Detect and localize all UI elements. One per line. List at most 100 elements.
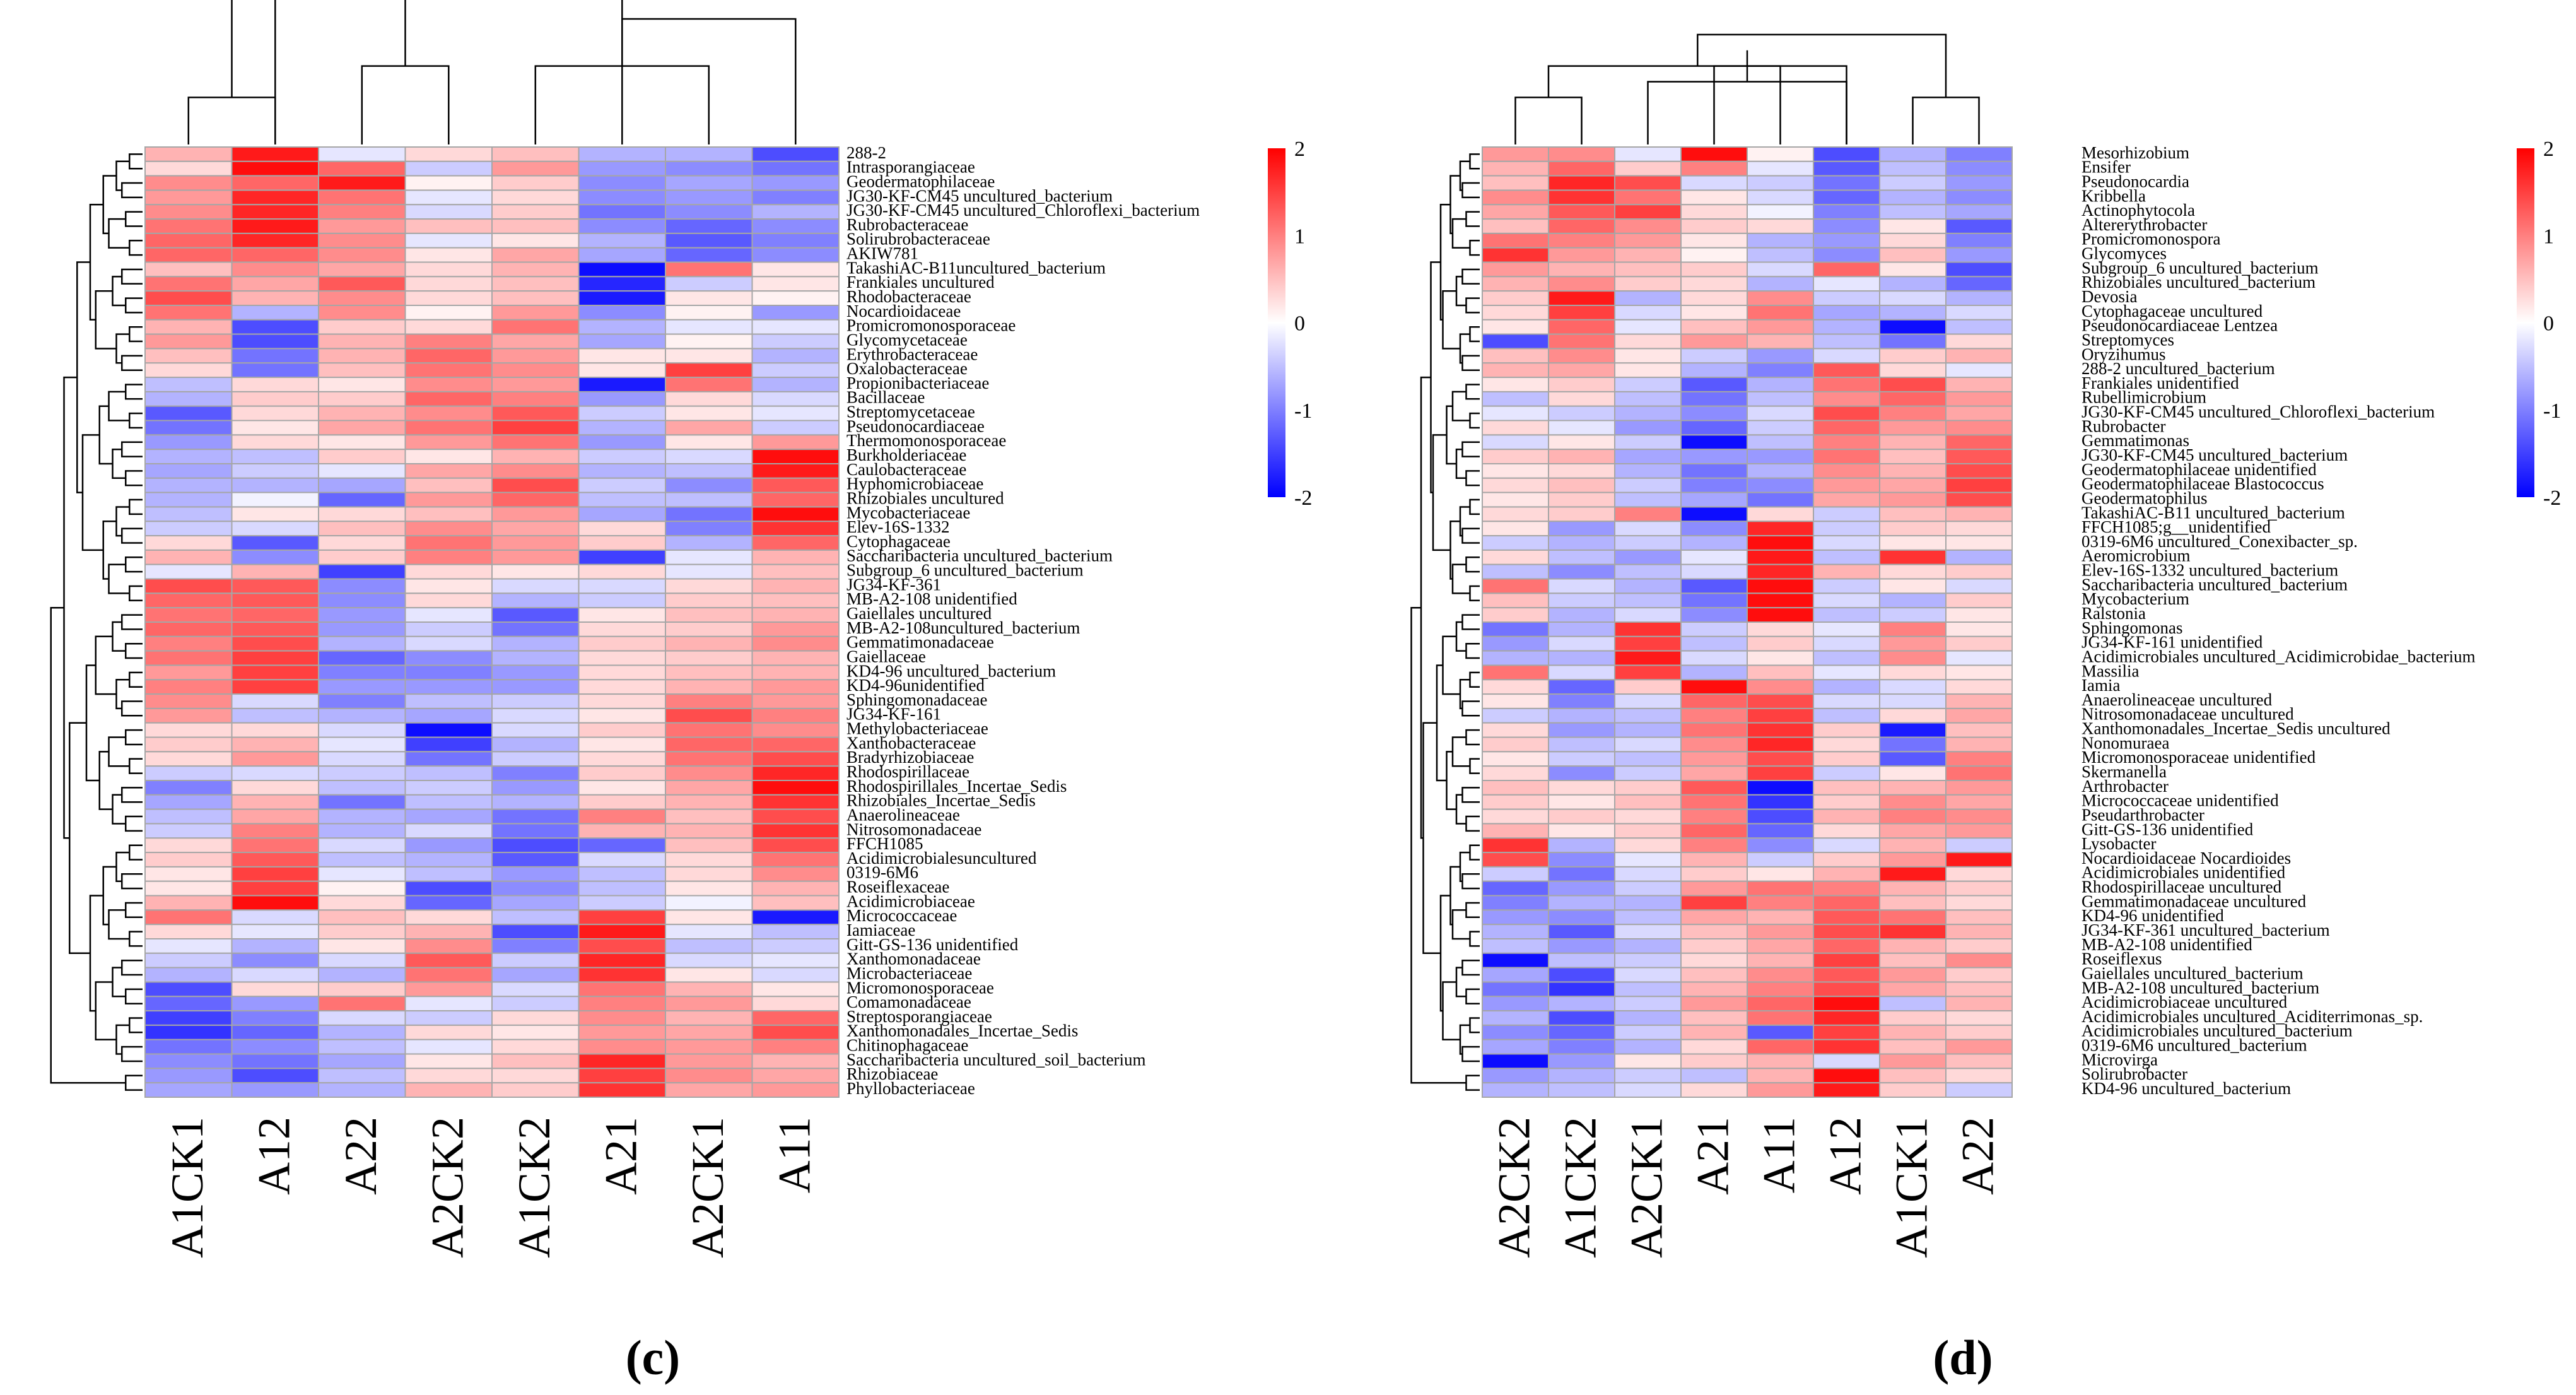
heatmap-cell [1614, 621, 1682, 637]
heatmap-cell [491, 578, 580, 594]
heatmap-cell [1747, 333, 1814, 350]
heatmap-cell [1680, 521, 1748, 537]
row-dendrogram-branch [115, 160, 130, 191]
heatmap-cell [1879, 1010, 1947, 1026]
column-label: A11 [769, 1117, 819, 1193]
row-label: Acidimicrobiaceae [846, 892, 975, 910]
heatmap-cell [1482, 491, 1549, 508]
heatmap-cell [491, 189, 580, 206]
row-dendrogram-branch [129, 1017, 143, 1033]
row-dendrogram-branch [125, 988, 143, 1004]
row-label: Ralstonia [2081, 604, 2146, 623]
heatmap-cell [1614, 635, 1682, 652]
heatmap-cell [1614, 1039, 1682, 1055]
heatmap-cell [491, 521, 580, 537]
heatmap-cell [1813, 880, 1880, 897]
heatmap-cell [1879, 981, 1947, 998]
heatmap-cell [1548, 808, 1615, 825]
heatmap-cell [1614, 895, 1682, 911]
heatmap-cell [404, 319, 493, 335]
row-label: Nitrosomonadaceae [846, 820, 981, 839]
heatmap-cell [491, 592, 580, 609]
row-label: Propionibacteriaceae [846, 374, 989, 392]
heatmap-cell [144, 866, 233, 882]
heatmap-cell [318, 650, 406, 666]
heatmap-cell [491, 967, 580, 983]
heatmap-cell [144, 1039, 233, 1055]
heatmap-cell [404, 247, 493, 263]
heatmap-cell [1680, 707, 1748, 724]
heatmap-cell [665, 736, 753, 753]
heatmap-cell [1813, 491, 1880, 508]
heatmap-cell [1614, 1068, 1682, 1084]
heatmap-cell [1614, 175, 1682, 191]
heatmap-cell [1548, 362, 1615, 379]
heatmap-cell [491, 506, 580, 522]
row-label: Methylobacteriaceae [846, 719, 988, 738]
heatmap-cell [231, 938, 319, 954]
heatmap-cell [665, 521, 753, 537]
heatmap-cell [404, 1082, 493, 1098]
heatmap-cell [1747, 635, 1814, 652]
heatmap-cell [751, 1024, 840, 1040]
heatmap-cell [404, 996, 493, 1012]
heatmap-cell [1813, 377, 1880, 392]
heatmap-cell [491, 1024, 580, 1040]
heatmap-cell [231, 895, 319, 911]
heatmap-cell [578, 866, 666, 882]
heatmap-cell [1813, 146, 1880, 162]
row-label: Cytophagaceae [846, 532, 951, 551]
heatmap-cell [1614, 751, 1682, 767]
heatmap-cell [578, 693, 666, 709]
heatmap-cell [491, 1039, 580, 1055]
heatmap-cell [318, 679, 406, 695]
column-dendrogram-branch [1697, 33, 1947, 98]
heatmap-cell [144, 319, 233, 335]
row-label: Solirubrobacteraceae [846, 230, 990, 249]
heatmap-cell [1548, 924, 1615, 939]
heatmap-cell [1614, 434, 1682, 450]
row-label: Geodermatophilus [2081, 488, 2207, 507]
heatmap-cell [1813, 521, 1880, 537]
heatmap-cell [1548, 175, 1615, 191]
column-dendrogram-branch [1514, 97, 1583, 144]
heatmap-cell [318, 794, 406, 810]
heatmap-cell [665, 247, 753, 263]
row-dendrogram-branch [112, 967, 126, 998]
heatmap-cell [231, 434, 319, 450]
heatmap-cell [491, 693, 580, 709]
heatmap-cell [1548, 405, 1615, 421]
heatmap-cell [491, 305, 580, 321]
heatmap-cell [1813, 261, 1880, 278]
heatmap-cell [1548, 981, 1615, 998]
heatmap-cell [1482, 751, 1549, 767]
row-dendrogram-branch [112, 621, 126, 652]
heatmap-cell [1680, 981, 1748, 998]
heatmap-cell [1614, 938, 1682, 954]
heatmap-cell [1482, 650, 1549, 666]
row-label: Rhizobiales uncultured [846, 488, 1004, 507]
heatmap-cell [1680, 290, 1748, 307]
heatmap-cell [1548, 1024, 1615, 1040]
heatmap-cell [1482, 1024, 1549, 1040]
heatmap-cell [491, 952, 580, 968]
heatmap-cell [404, 621, 493, 637]
heatmap-cell [144, 506, 233, 522]
heatmap-cell [751, 333, 840, 350]
heatmap-cell [1945, 535, 2013, 551]
heatmap-cell [491, 175, 580, 191]
heatmap-cell [1813, 765, 1880, 781]
heatmap-cell [318, 823, 406, 839]
row-dendrogram-branch [121, 959, 143, 976]
heatmap-cell [1482, 218, 1549, 234]
heatmap-cell [578, 794, 666, 810]
row-label: Nonomuraea [2081, 733, 2169, 752]
heatmap-cell [1945, 362, 2013, 379]
heatmap-cell [1614, 650, 1682, 666]
heatmap-cell [1548, 420, 1615, 436]
heatmap-cell [491, 996, 580, 1012]
row-label: Roseiflexaceae [846, 878, 949, 897]
row-label: Rubellimicrobium [2081, 388, 2206, 407]
heatmap-cell [1945, 563, 2013, 580]
heatmap-cell [491, 707, 580, 724]
